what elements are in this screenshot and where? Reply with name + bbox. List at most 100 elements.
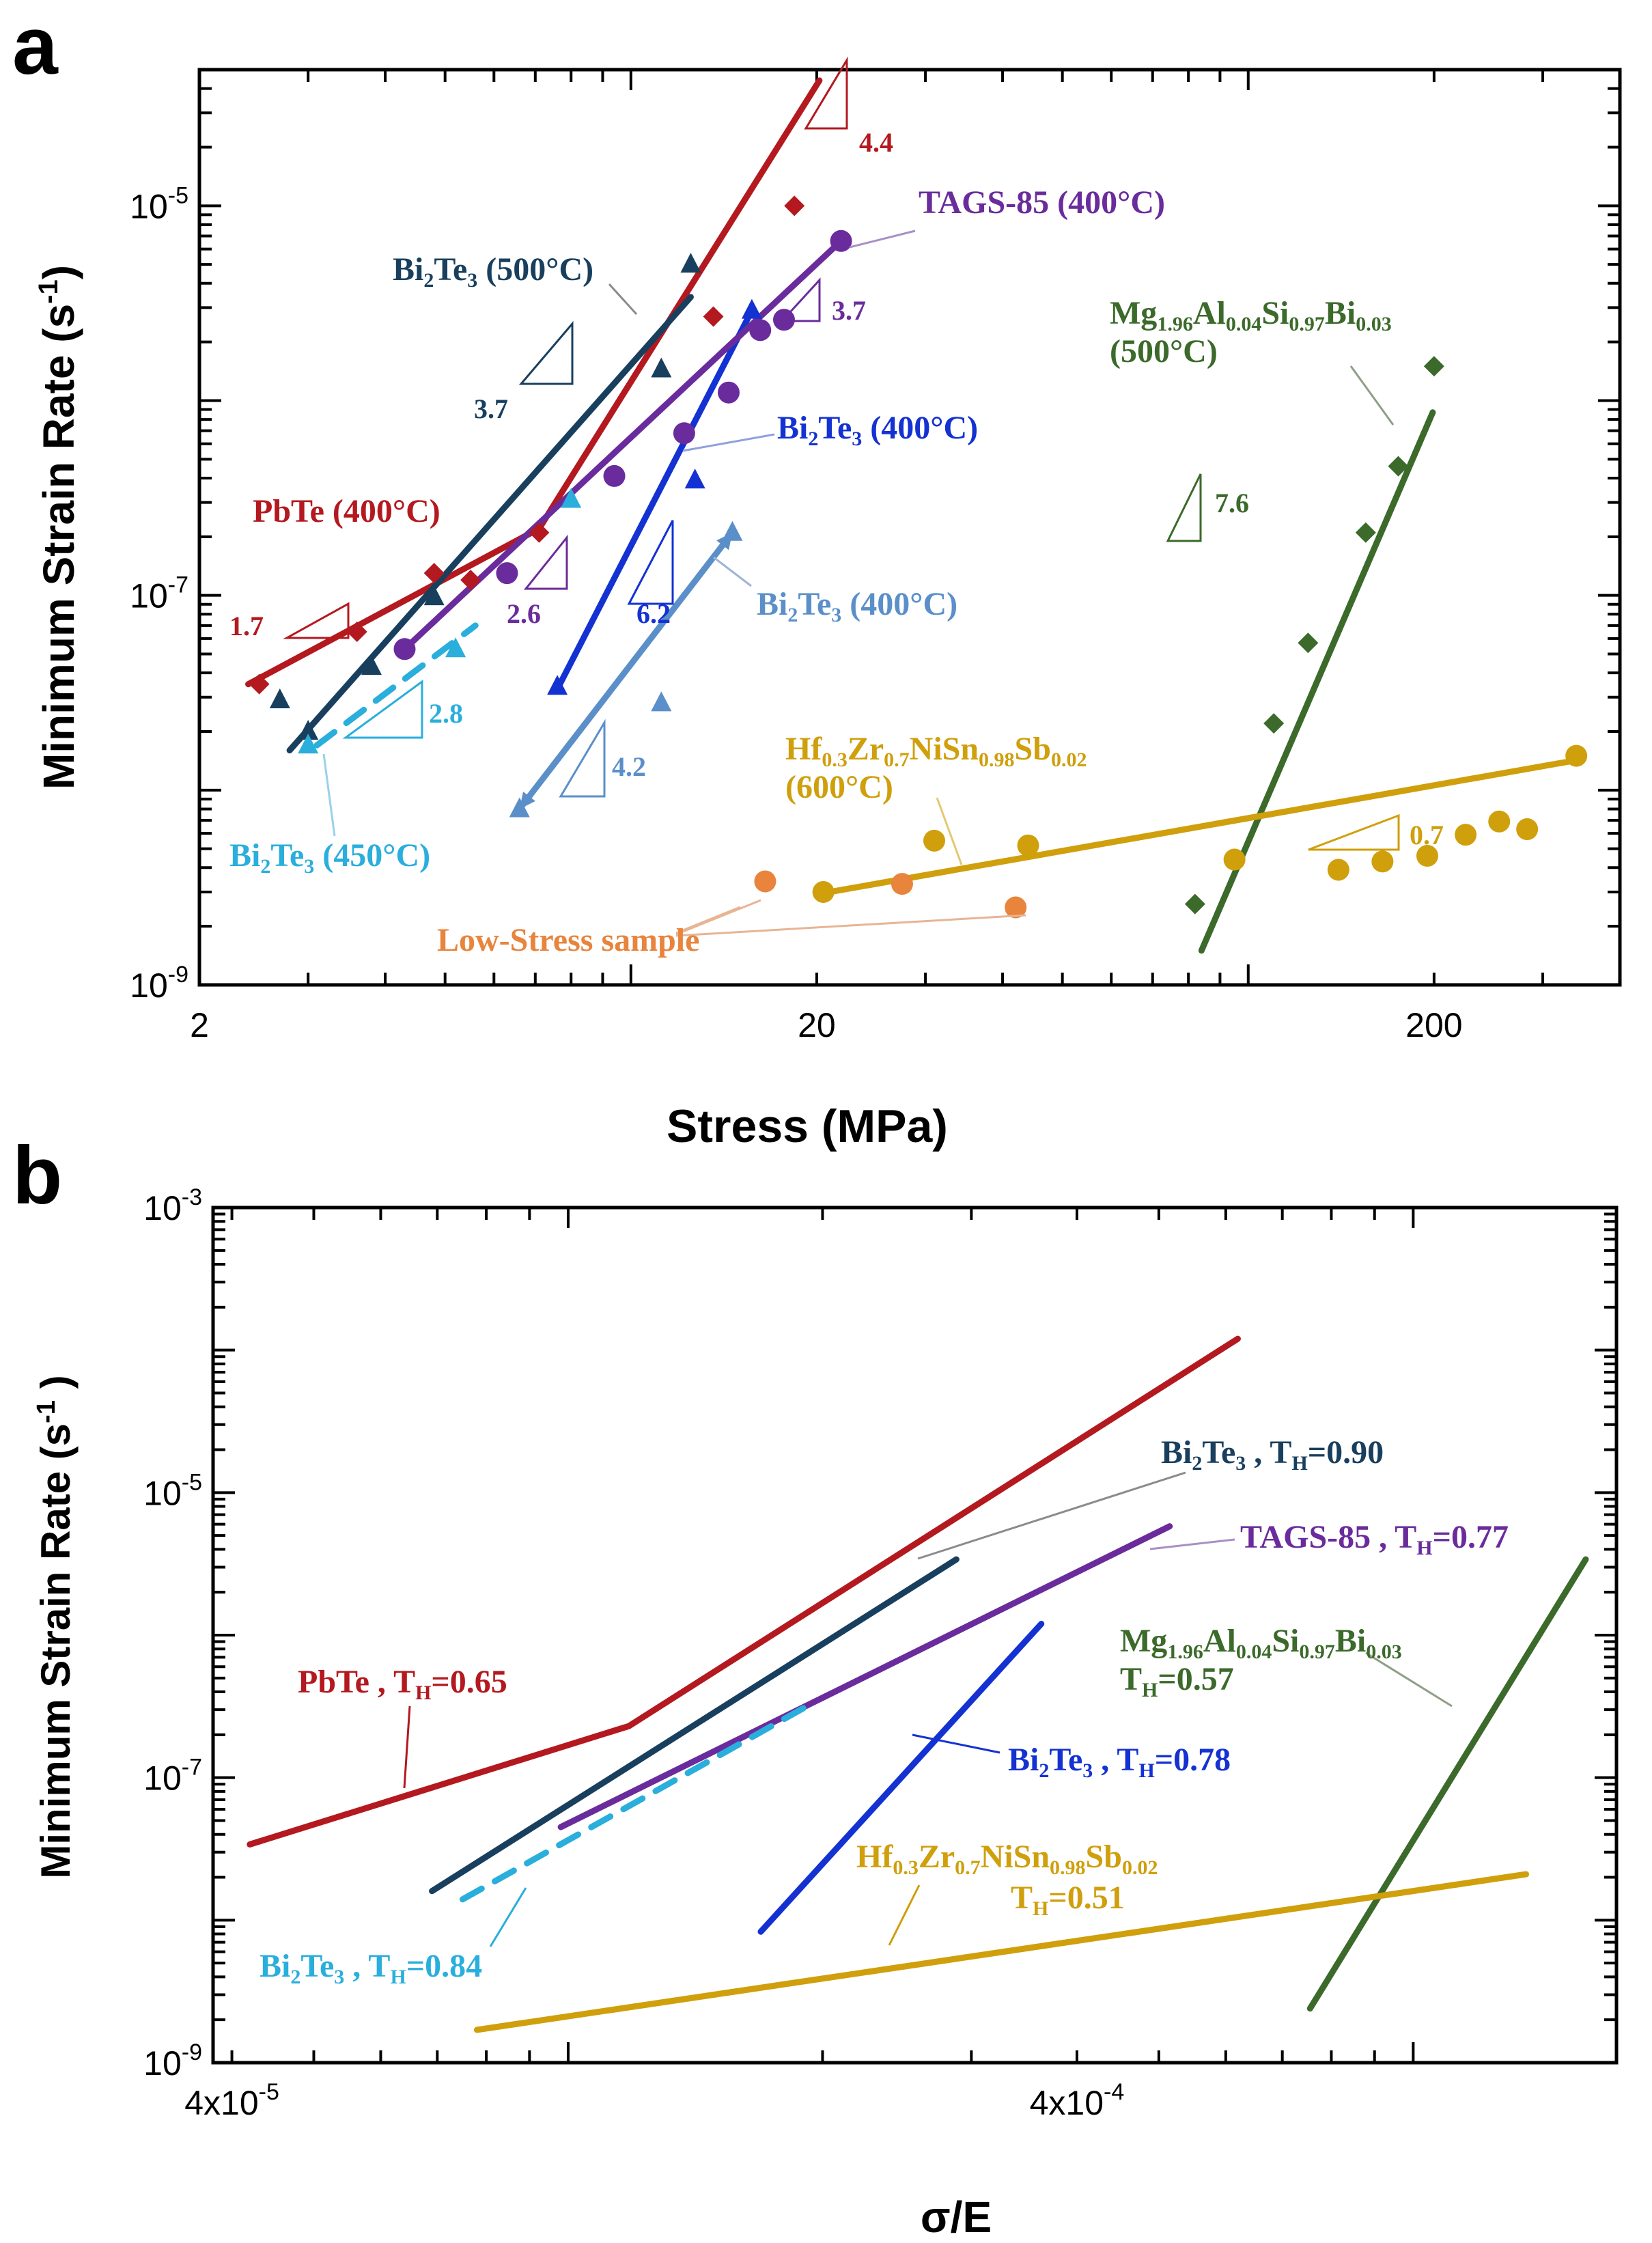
b-y-tick-label-3: 10-3 xyxy=(143,1184,202,1227)
label-hf-compound: Hf0.3Zr0.7NiSn0.98Sb0.02 xyxy=(785,731,1087,771)
a-line-Bi2Te3_500-0 xyxy=(286,294,694,754)
a-point-Bi2Te3_450-2 xyxy=(561,488,582,508)
panel-a-x-ticks: 2 20 200 10-9 10-7 10-5 xyxy=(130,70,1621,1044)
b-leader-bi78 xyxy=(912,1733,1000,1754)
label-bi2te3-500: Bi2Te3 (500°C) xyxy=(393,251,593,292)
a-point-Mg-5 xyxy=(1423,356,1444,377)
a-leader-low2 xyxy=(675,914,1026,937)
panel-b-labels: PbTe , TH=0.65 Bi2Te3 , TH=0.90 TAGS-85 … xyxy=(260,1434,1509,1988)
label-bi2te3-400-light: Bi2Te3 (400°C) xyxy=(757,586,957,626)
label-b-bi2te3-078: Bi2Te3 , TH=0.78 xyxy=(1008,1742,1231,1782)
label-b-mg-compound: Mg1.96Al0.04Si0.97Bi0.03 xyxy=(1120,1623,1402,1663)
a-line-PbTe-1 xyxy=(535,77,823,532)
a-point-Hf-4 xyxy=(1327,859,1349,881)
a-slope-triangle-3 xyxy=(283,602,350,639)
a-leader-bi500 xyxy=(608,283,638,316)
b-line-PbTe xyxy=(247,1335,1241,1848)
a-point-Hf-5 xyxy=(1371,850,1394,873)
a-slope-value-5: 6.2 xyxy=(636,598,671,629)
a-leader-bi400b xyxy=(682,433,775,452)
a-leader-low1 xyxy=(675,899,761,936)
a-slope-triangle-9 xyxy=(1308,813,1400,851)
panel-b-letter: b xyxy=(12,1130,62,1221)
b-line-Bi2Te3_450 xyxy=(459,1700,815,1903)
a-point-Mg-4 xyxy=(1388,456,1409,477)
a-slope-triangle-6 xyxy=(342,680,423,739)
a-y-tick-label-1: 10-7 xyxy=(130,572,188,615)
a-point-Hf-3 xyxy=(1223,848,1246,871)
a-line-Bi2Te3_400_blue-0 xyxy=(554,307,755,693)
a-point-TAGS-1 xyxy=(496,562,518,585)
a-point-Bi2Te3_450-1 xyxy=(445,637,466,658)
a-y-tick-label-0: 10-9 xyxy=(130,962,188,1005)
a-point-TAGS-4 xyxy=(717,381,740,404)
a-point-PbTe-2 xyxy=(423,563,445,584)
a-point-PbTe-3 xyxy=(460,570,481,591)
label-b-hf-compound: Hf0.3Zr0.7NiSn0.98Sb0.02 xyxy=(856,1839,1158,1879)
label-hf-temp: (600°C) xyxy=(785,769,893,805)
a-point-Hf-2 xyxy=(1017,834,1039,856)
a-slope-triangle-1 xyxy=(779,277,821,322)
a-y-tick-label-2: 10-5 xyxy=(130,182,188,225)
a-line-Bi2Te3_400_light-0 xyxy=(516,529,736,812)
panel-b-y-axis-title: Minimum Strain Rate (s-1 ) xyxy=(32,1375,79,1878)
panel-a-x-axis-title: Stress (MPa) xyxy=(667,1100,948,1152)
label-mg-temp: (500°C) xyxy=(1110,333,1218,370)
panel-a-leader-lines xyxy=(322,229,1395,937)
a-point-Mg-0 xyxy=(1184,893,1205,915)
panel-a-axes: 2 20 200 10-9 10-7 10-5 Stress (MPa) Minimum … xyxy=(33,68,1622,1152)
b-x-tick-label-0: 4x10-5 xyxy=(184,2079,279,2122)
a-slope-triangle-0 xyxy=(804,56,848,130)
a-point-Bi2Te3_500-3 xyxy=(423,585,445,606)
label-tags-85: TAGS-85 (400°C) xyxy=(919,184,1165,221)
a-slope-value-3: 1.7 xyxy=(229,611,264,641)
a-slope-value-0: 4.4 xyxy=(859,127,893,158)
panel-b-axes: 4x10-5 4x10-4 10-9 10-7 10-5 10-3 σ/E Minimum… xyxy=(32,1184,1619,2242)
b-y-tick-label-0: 10-9 xyxy=(143,2039,202,2082)
a-line-Hf-0 xyxy=(826,758,1571,895)
a-point-PbTe-4 xyxy=(529,522,550,543)
label-b-pbte: PbTe , TH=0.65 xyxy=(298,1664,507,1704)
a-point-Bi2Te3_500-4 xyxy=(651,357,672,378)
b-line-TAGS xyxy=(557,1523,1173,1830)
b-line-Mg xyxy=(1306,1556,1589,2012)
label-b-hf-th: TH=0.51 xyxy=(1011,1880,1125,1920)
a-line-Bi2Te3_450-0 xyxy=(313,622,479,749)
a-slope-value-8: 7.6 xyxy=(1215,488,1249,518)
panel-a-fit-lines xyxy=(245,77,1571,954)
a-slope-value-2: 3.7 xyxy=(474,393,508,424)
label-b-mg-th: TH=0.57 xyxy=(1120,1661,1234,1701)
a-point-Mg-2 xyxy=(1298,632,1319,654)
a-point-Hf-8 xyxy=(1488,810,1511,833)
a-x-tick-label-1: 20 xyxy=(798,1006,836,1044)
a-slope-value-9: 0.7 xyxy=(1410,820,1444,850)
b-leader-mg xyxy=(1365,1652,1453,1708)
a-slope-triangle-7 xyxy=(559,719,606,798)
panel-a-markers xyxy=(249,195,1588,919)
a-slope-triangle-4 xyxy=(523,534,568,590)
a-slope-triangle-8 xyxy=(1166,473,1202,542)
b-y-tick-label-2: 10-5 xyxy=(143,1469,202,1512)
b-y-tick-label-1: 10-7 xyxy=(143,1755,202,1798)
a-point-TAGS-2 xyxy=(603,464,626,487)
a-point-PbTe-1 xyxy=(346,622,367,643)
a-point-Bi2Te3_400_blue-2 xyxy=(741,298,762,319)
a-point-Bi2Te3_500-1 xyxy=(298,719,319,740)
panel-b-lines xyxy=(247,1335,1589,2033)
label-bi2te3-400-blue: Bi2Te3 (400°C) xyxy=(777,410,978,450)
label-pbte: PbTe (400°C) xyxy=(253,493,440,529)
panel-a-letter: a xyxy=(12,0,59,92)
a-point-TAGS-7 xyxy=(830,229,852,252)
b-leader-bi84 xyxy=(489,1887,527,1947)
a-slope-value-1: 3.7 xyxy=(832,295,866,326)
a-point-PbTe-6 xyxy=(784,195,805,217)
panel-b-x-axis-title: σ/E xyxy=(921,2192,992,2242)
panel-a-y-ticks xyxy=(199,68,1620,986)
a-leader-mg xyxy=(1349,365,1395,426)
a-point-Hf-7 xyxy=(1455,824,1477,846)
a-slope-value-7: 4.2 xyxy=(612,751,646,782)
a-point-LowStress-0 xyxy=(754,870,776,893)
a-point-Bi2Te3_400_light-2 xyxy=(722,520,743,541)
a-point-Bi2Te3_400_blue-1 xyxy=(684,469,705,489)
a-point-Bi2Te3_450-0 xyxy=(298,734,319,754)
